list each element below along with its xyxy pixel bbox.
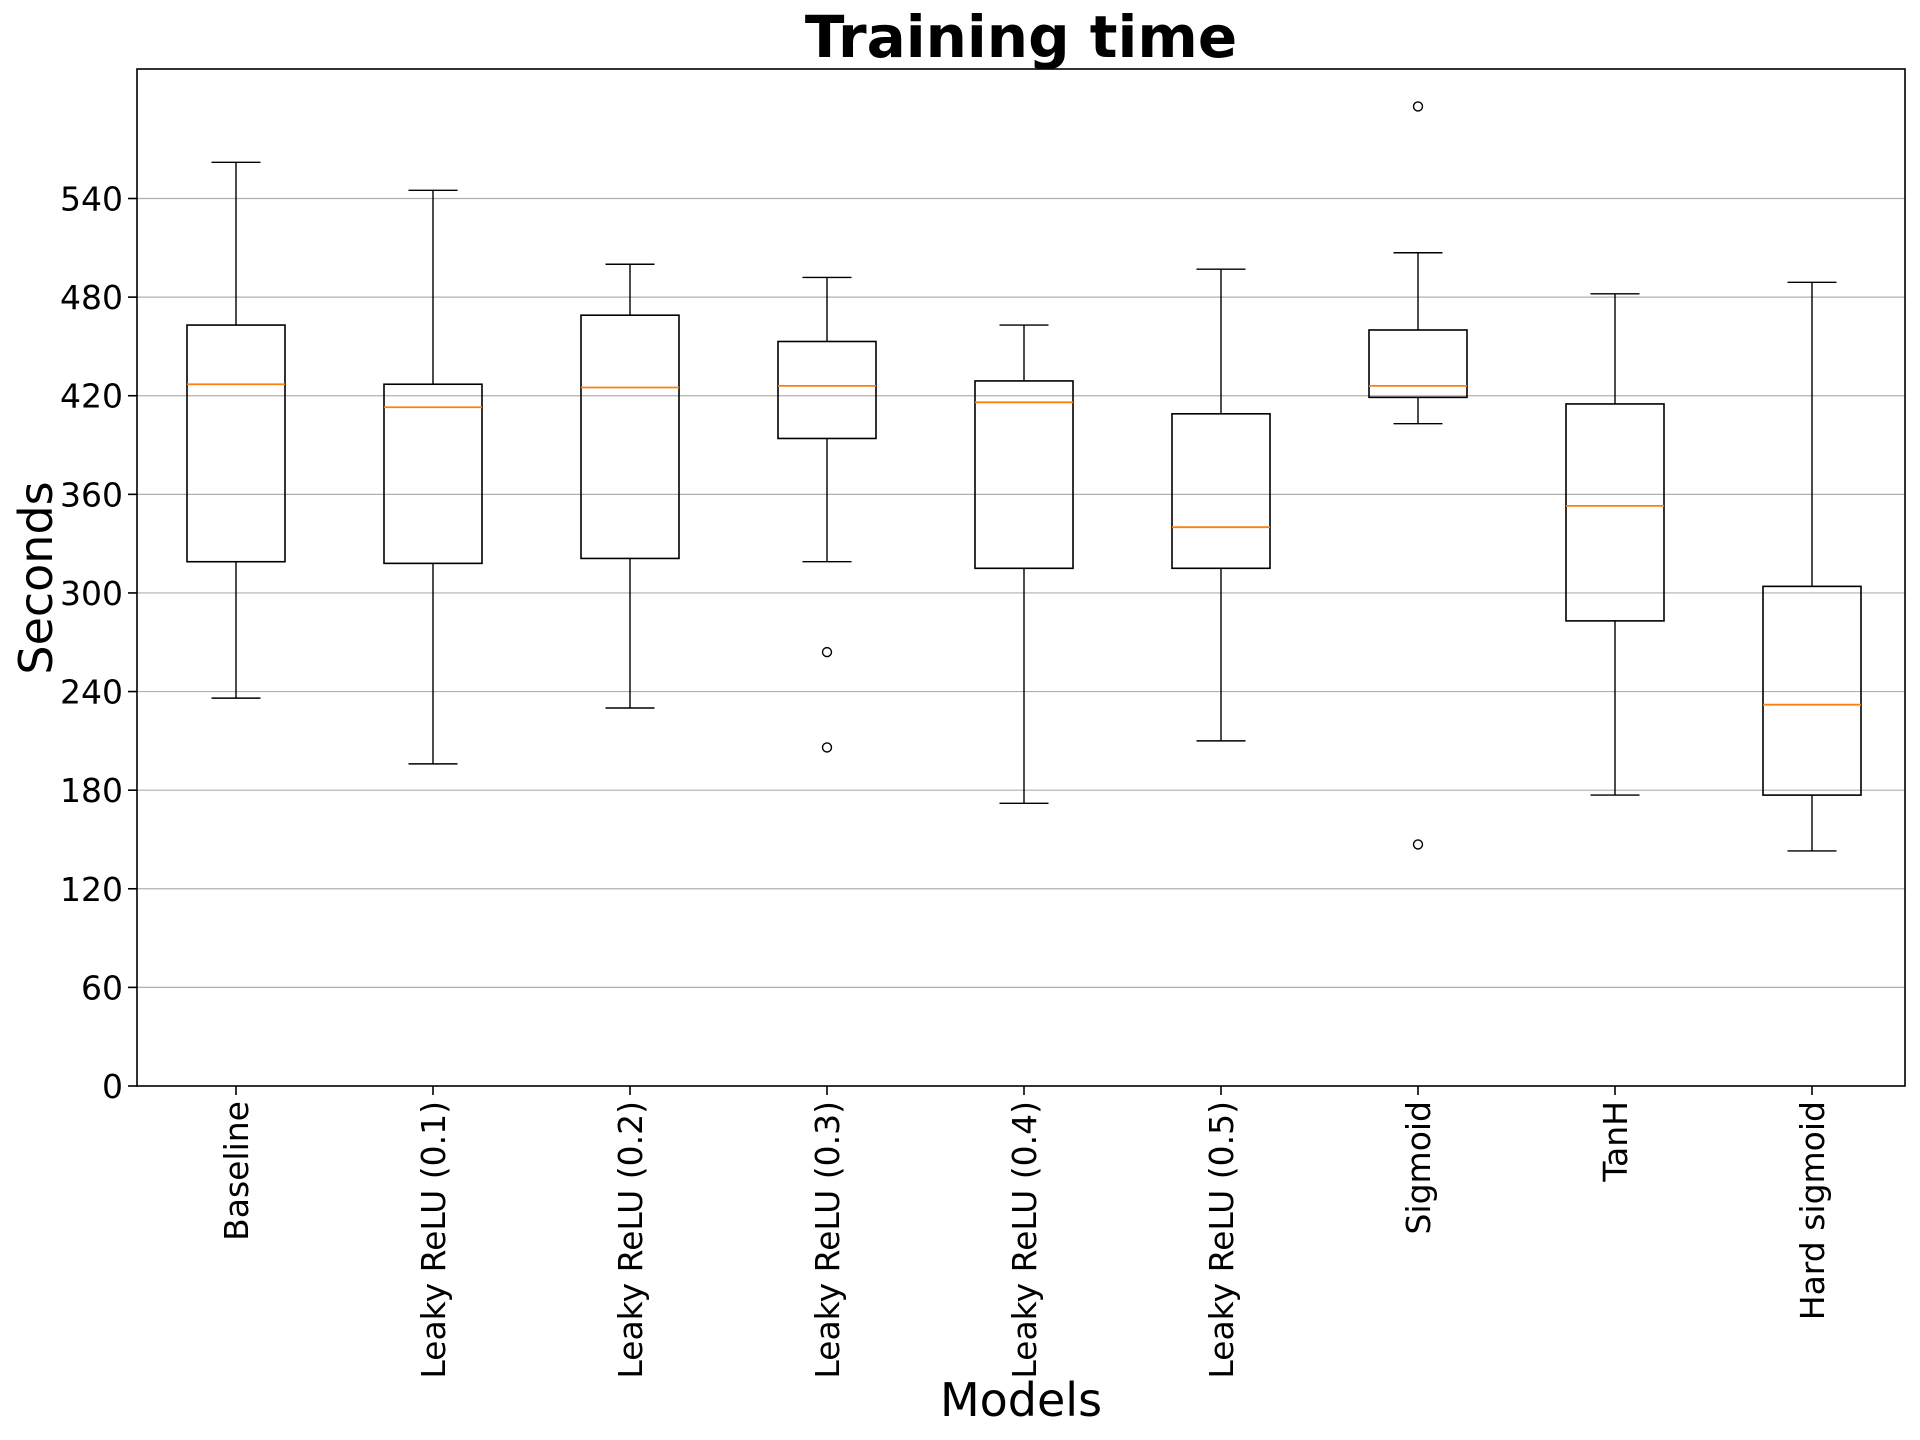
y-tick-label: 540 xyxy=(60,180,123,219)
box-group xyxy=(1762,281,1862,852)
y-tick-label: 480 xyxy=(60,278,123,317)
y-tick-label: 60 xyxy=(81,968,123,1007)
box-iqr xyxy=(1171,413,1271,570)
x-tick-label: Baseline xyxy=(217,1101,256,1241)
tick-layer: 0 60 120 180 240 300 360 420 480 540 Baseline Leaky… xyxy=(60,180,1832,1379)
plot-frame xyxy=(136,68,1906,1087)
y-axis-label: Seconds xyxy=(9,481,63,674)
x-tick-label: Leaky ReLU (0.3) xyxy=(808,1101,847,1379)
x-tick-label: Sigmoid xyxy=(1399,1101,1438,1235)
box-group xyxy=(580,263,680,709)
x-tick-label: TanH xyxy=(1596,1101,1635,1183)
box-iqr xyxy=(1368,329,1468,399)
x-axis-label: Models xyxy=(940,1373,1102,1427)
y-tick-label: 420 xyxy=(60,377,123,416)
y-tick-label: 120 xyxy=(60,870,123,909)
y-tick-label: 240 xyxy=(60,673,123,712)
x-tick-label: Leaky ReLU (0.4) xyxy=(1005,1101,1044,1379)
box-group xyxy=(383,189,483,765)
outlier-point xyxy=(821,646,833,658)
box-iqr xyxy=(383,383,483,565)
outlier-point xyxy=(1412,101,1424,112)
x-tick-label: Hard sigmoid xyxy=(1793,1101,1832,1320)
y-tick-label: 0 xyxy=(102,1067,123,1106)
box-iqr xyxy=(580,314,680,560)
outlier-point xyxy=(1412,839,1424,850)
box-group xyxy=(186,161,286,699)
box-iqr xyxy=(1762,585,1862,796)
y-tick-label: 300 xyxy=(60,574,123,613)
box-iqr xyxy=(974,380,1074,570)
x-tick-label: Leaky ReLU (0.5) xyxy=(1202,1101,1241,1379)
box-group xyxy=(1171,268,1271,742)
chart-title: Training time xyxy=(805,3,1237,71)
box-layer xyxy=(186,101,1862,852)
box-group xyxy=(777,276,877,753)
outlier-point xyxy=(821,742,833,753)
x-tick-label: Leaky ReLU (0.2) xyxy=(611,1101,650,1379)
box-group xyxy=(974,324,1074,805)
box-group xyxy=(1368,101,1468,850)
box-iqr xyxy=(777,340,877,440)
x-tick-label: Leaky ReLU (0.1) xyxy=(414,1101,453,1379)
y-tick-label: 180 xyxy=(60,771,123,810)
box-group xyxy=(1565,293,1665,796)
grid-layer xyxy=(137,197,1905,988)
y-tick-label: 360 xyxy=(60,475,123,514)
box-iqr xyxy=(1565,403,1665,622)
box-iqr xyxy=(186,324,286,563)
